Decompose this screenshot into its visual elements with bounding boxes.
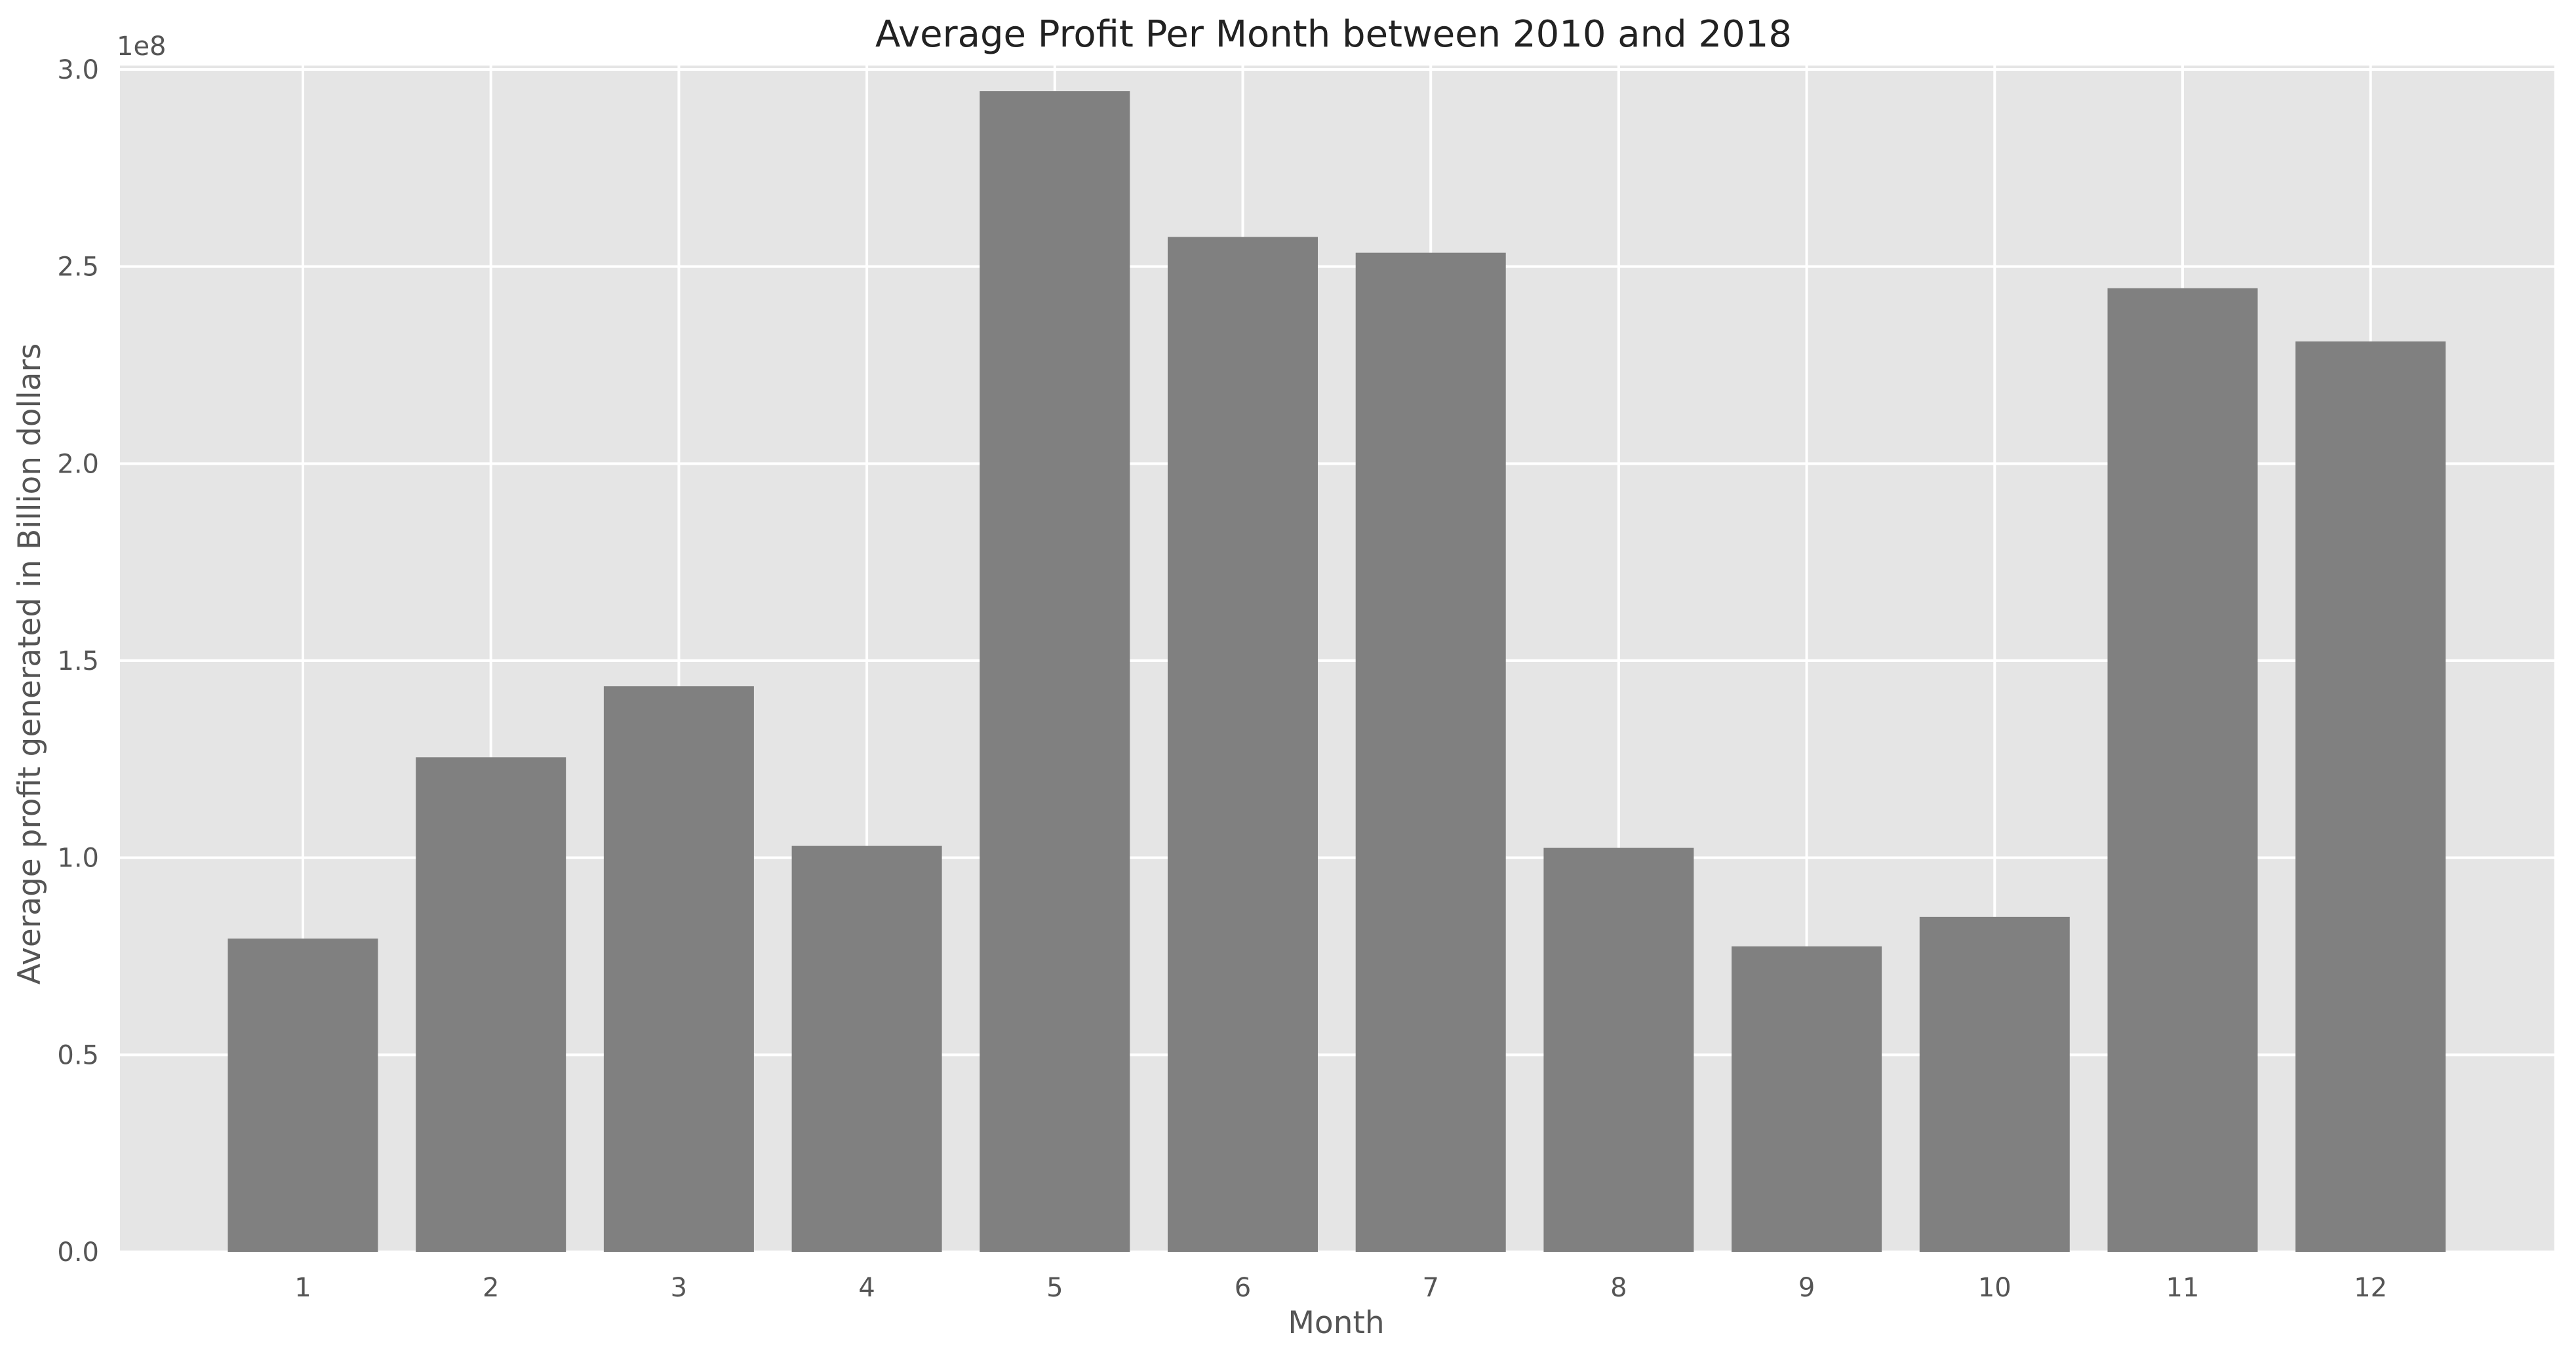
- x-axis-label: Month: [1288, 1305, 1384, 1341]
- bar-month-10: [1919, 916, 2070, 1252]
- x-tick-label: 8: [1610, 1273, 1627, 1303]
- x-tick-label: 10: [1978, 1273, 2011, 1303]
- y-tick-label: 0.0: [57, 1237, 99, 1268]
- bar-month-4: [791, 845, 942, 1252]
- x-tick-label: 11: [2166, 1273, 2200, 1303]
- y-tick-label: 3.0: [57, 55, 99, 85]
- y-tick-label: 2.0: [57, 449, 99, 479]
- x-tick-label: 1: [294, 1273, 311, 1303]
- chart-title: Average Profit Per Month between 2010 an…: [875, 13, 1792, 56]
- bar-month-6: [1168, 237, 1318, 1252]
- bar-month-1: [228, 938, 378, 1252]
- x-tick-label: 2: [483, 1273, 499, 1303]
- x-tick-label: 5: [1046, 1273, 1063, 1303]
- x-tick-labels: 1 2 3 4 5 6 7 8 9 10 11 12: [294, 1273, 2387, 1303]
- y-axis-label: Average profit generated in Billion doll…: [12, 343, 48, 985]
- y-tick-label: 0.5: [57, 1040, 99, 1070]
- x-tick-label: 4: [858, 1273, 875, 1303]
- y-tick-label: 1.5: [57, 646, 99, 676]
- bar-month-11: [2107, 288, 2258, 1252]
- bar-month-9: [1732, 946, 1882, 1252]
- x-tick-label: 6: [1235, 1273, 1251, 1303]
- bar-month-2: [416, 757, 566, 1252]
- y-tick-label: 1.0: [57, 844, 99, 874]
- x-tick-label: 3: [671, 1273, 687, 1303]
- bars: [228, 91, 2446, 1253]
- bar-month-3: [603, 686, 754, 1252]
- x-tick-label: 9: [1798, 1273, 1815, 1303]
- bar-month-7: [1355, 252, 1506, 1252]
- y-axis-offset-label: 1e8: [117, 31, 167, 62]
- bar-month-8: [1543, 847, 1694, 1252]
- x-tick-label: 7: [1422, 1273, 1438, 1303]
- bar-month-5: [980, 91, 1130, 1252]
- bar-month-12: [2295, 341, 2446, 1253]
- x-tick-label: 12: [2354, 1273, 2387, 1303]
- y-tick-labels: 0.0 0.5 1.0 1.5 2.0 2.5 3.0: [57, 55, 99, 1268]
- y-tick-label: 2.5: [57, 252, 99, 282]
